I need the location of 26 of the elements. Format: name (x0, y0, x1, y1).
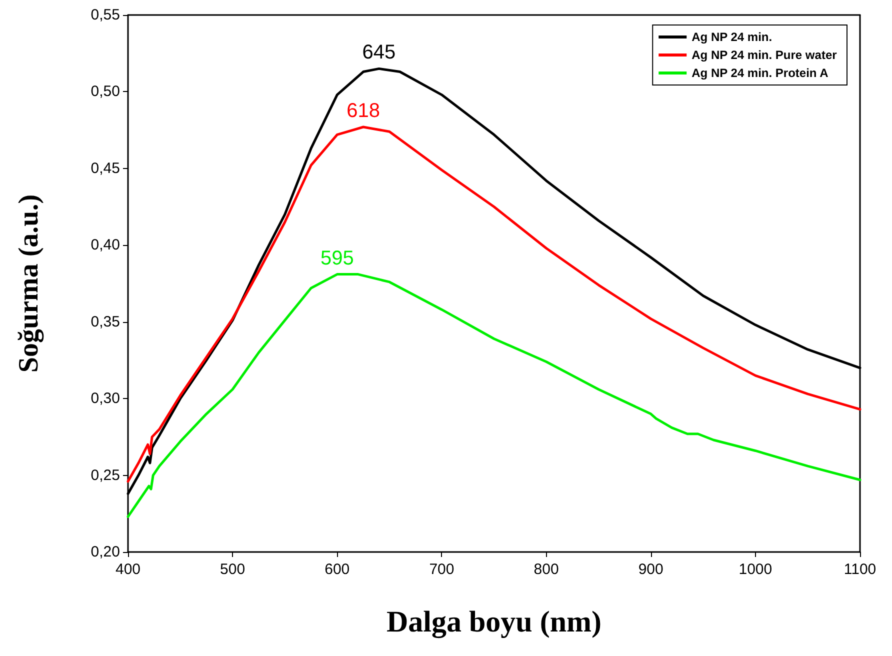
line-series (126, 126, 862, 483)
line-series (126, 273, 862, 518)
annotation: 618 (346, 100, 380, 122)
x-tick-label: 1000 (738, 561, 772, 578)
x-tick-label: 400 (115, 561, 141, 578)
y-tick-label: 0,20 (90, 544, 120, 560)
x-tick-label: 700 (429, 561, 454, 578)
y-tick-label: 0,55 (90, 6, 120, 24)
annotation: 595 (320, 247, 354, 270)
legend-label: Ag NP 24 min. (692, 30, 772, 44)
y-tick-label: 0,30 (90, 390, 120, 408)
x-axis-title: Dalga boyu (nm) (386, 606, 602, 638)
y-tick-label: 0,50 (90, 83, 120, 100)
annotation: 645 (362, 42, 396, 64)
x-tick-label: 600 (324, 561, 350, 578)
y-tick-label: 0,35 (90, 313, 120, 330)
y-tick-label: 0,25 (90, 466, 120, 484)
legend-label: Ag NP 24 min. Protein A (692, 66, 829, 80)
y-tick-label: 0,40 (90, 236, 120, 254)
y-tick-label: 0,45 (90, 160, 120, 177)
x-tick-label: 1100 (844, 561, 876, 578)
x-tick-label: 800 (534, 561, 559, 578)
y-axis-title: Soğurma (a.u.) (14, 194, 44, 373)
x-tick-label: 900 (638, 561, 664, 578)
x-tick-label: 500 (220, 561, 246, 578)
legend-label: Ag NP 24 min. Pure water (692, 48, 838, 62)
